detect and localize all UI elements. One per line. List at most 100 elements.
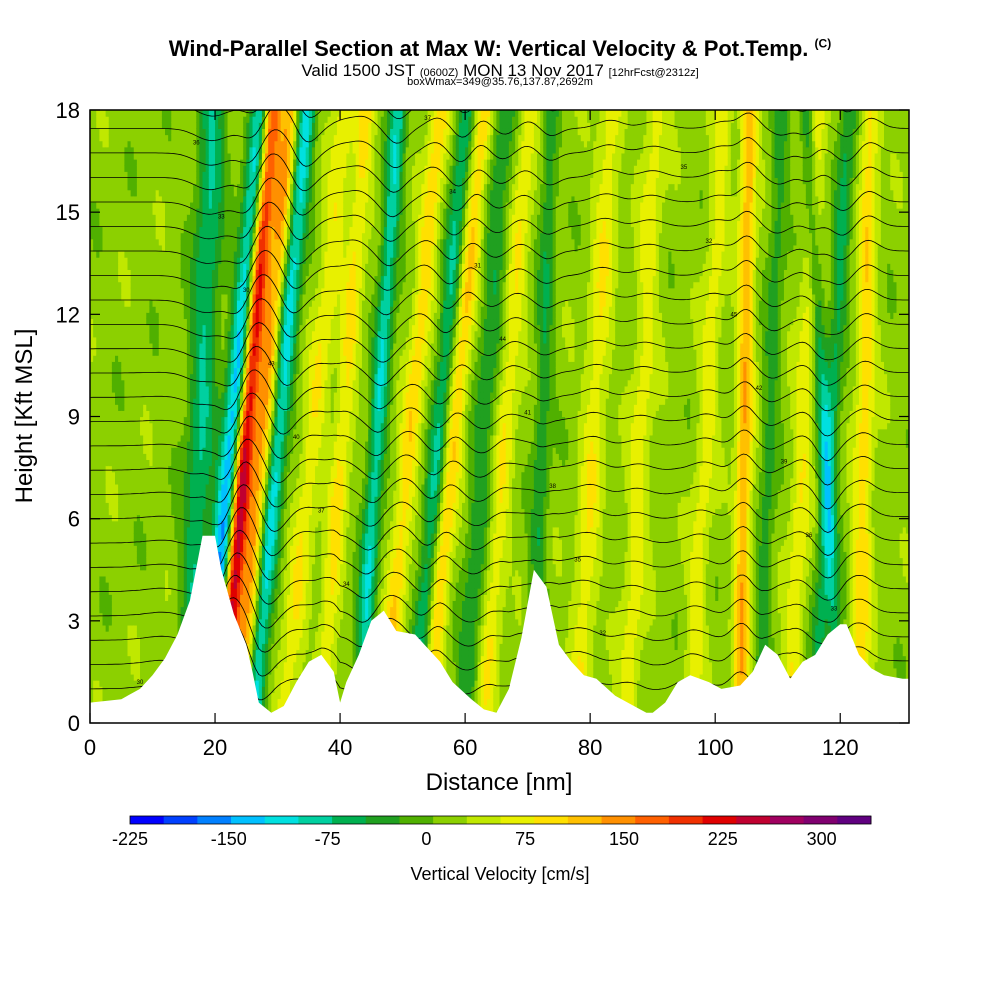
velocity-cell: [115, 428, 119, 436]
velocity-cell: [211, 244, 216, 252]
velocity-cell: [143, 539, 147, 546]
velocity-cell: [158, 588, 163, 595]
velocity-cell: [133, 545, 138, 552]
velocity-cell: [118, 238, 122, 246]
velocity-cell: [165, 379, 169, 387]
velocity-cell: [99, 189, 104, 197]
velocity-cell: [140, 146, 144, 154]
velocity-cell: [124, 312, 129, 320]
velocity-cell: [168, 275, 172, 283]
velocity-cell: [155, 422, 160, 430]
velocity-cell: [161, 361, 166, 369]
velocity-cell: [149, 404, 154, 411]
velocity-cell: [136, 569, 141, 577]
velocity-cell: [155, 134, 160, 142]
velocity-cell: [190, 312, 194, 320]
velocity-cell: [102, 250, 107, 258]
velocity-cell: [202, 116, 207, 123]
velocity-cell: [115, 330, 119, 338]
velocity-cell: [133, 355, 138, 362]
velocity-cell: [155, 220, 160, 228]
velocity-cell: [202, 183, 207, 191]
velocity-cell: [96, 373, 100, 381]
velocity-cell: [143, 336, 147, 344]
velocity-cell: [199, 318, 204, 326]
velocity-cell: [158, 300, 163, 307]
velocity-cell: [108, 318, 113, 326]
velocity-cell: [224, 490, 229, 497]
velocity-cell: [102, 122, 107, 129]
velocity-cell: [205, 526, 210, 534]
velocity-cell: [158, 551, 163, 559]
velocity-cell: [115, 293, 119, 301]
velocity-cell: [111, 465, 116, 473]
velocity-cell: [96, 673, 100, 681]
velocity-cell: [218, 220, 222, 228]
velocity-cell: [149, 649, 154, 657]
velocity-cell: [215, 502, 219, 510]
velocity-cell: [124, 575, 129, 583]
velocity-cell: [208, 514, 213, 522]
velocity-cell: [205, 324, 210, 332]
velocity-cell: [118, 201, 122, 209]
velocity-cell: [196, 379, 201, 387]
velocity-cell: [183, 159, 188, 166]
velocity-cell: [136, 410, 141, 418]
velocity-cell: [111, 441, 116, 448]
velocity-cell: [218, 208, 222, 215]
velocity-cell: [152, 318, 157, 326]
velocity-cell: [215, 330, 219, 338]
velocity-cell: [158, 594, 163, 601]
velocity-cell: [136, 416, 141, 424]
velocity-cell: [161, 349, 166, 356]
velocity-cell: [155, 551, 160, 559]
velocity-cell: [133, 618, 138, 626]
chart-title: Wind-Parallel Section at Max W: Vertical…: [0, 36, 1000, 62]
velocity-cell: [136, 588, 141, 595]
velocity-cell: [180, 367, 185, 375]
velocity-cell: [233, 214, 238, 221]
velocity-cell: [221, 545, 226, 552]
velocity-cell: [105, 110, 110, 117]
velocity-cell: [108, 502, 113, 510]
velocity-cell: [224, 434, 229, 442]
velocity-cell: [143, 195, 147, 203]
velocity-cell: [152, 269, 157, 277]
velocity-cell: [183, 422, 188, 430]
velocity-cell: [146, 336, 150, 344]
velocity-cell: [115, 379, 119, 387]
velocity-cell: [168, 575, 172, 583]
velocity-cell: [149, 434, 154, 442]
velocity-cell: [224, 447, 229, 454]
velocity-cell: [124, 165, 129, 172]
velocity-cell: [124, 459, 129, 467]
velocity-cell: [168, 214, 172, 221]
velocity-cell: [224, 275, 229, 283]
velocity-cell: [171, 422, 175, 430]
velocity-cell: [108, 496, 113, 503]
velocity-cell: [133, 232, 138, 240]
velocity-cell: [180, 514, 185, 522]
velocity-cell: [143, 324, 147, 332]
velocity-cell: [149, 281, 154, 289]
velocity-cell: [127, 606, 132, 614]
velocity-cell: [136, 398, 141, 405]
velocity-cell: [146, 557, 150, 565]
velocity-cell: [115, 201, 119, 209]
velocity-cell: [127, 686, 132, 693]
velocity-cell: [99, 514, 104, 522]
velocity-cell: [177, 490, 182, 497]
velocity-cell: [165, 244, 169, 252]
velocity-cell: [205, 165, 210, 172]
velocity-cell: [118, 385, 122, 393]
velocity-cell: [215, 232, 219, 240]
velocity-cell: [115, 483, 119, 491]
velocity-cell: [111, 526, 116, 534]
velocity-cell: [124, 490, 129, 497]
velocity-cell: [174, 471, 179, 479]
velocity-cell: [108, 208, 113, 215]
velocity-cell: [93, 134, 97, 142]
velocity-cell: [158, 563, 163, 571]
velocity-cell: [96, 275, 100, 283]
velocity-cell: [224, 459, 229, 467]
